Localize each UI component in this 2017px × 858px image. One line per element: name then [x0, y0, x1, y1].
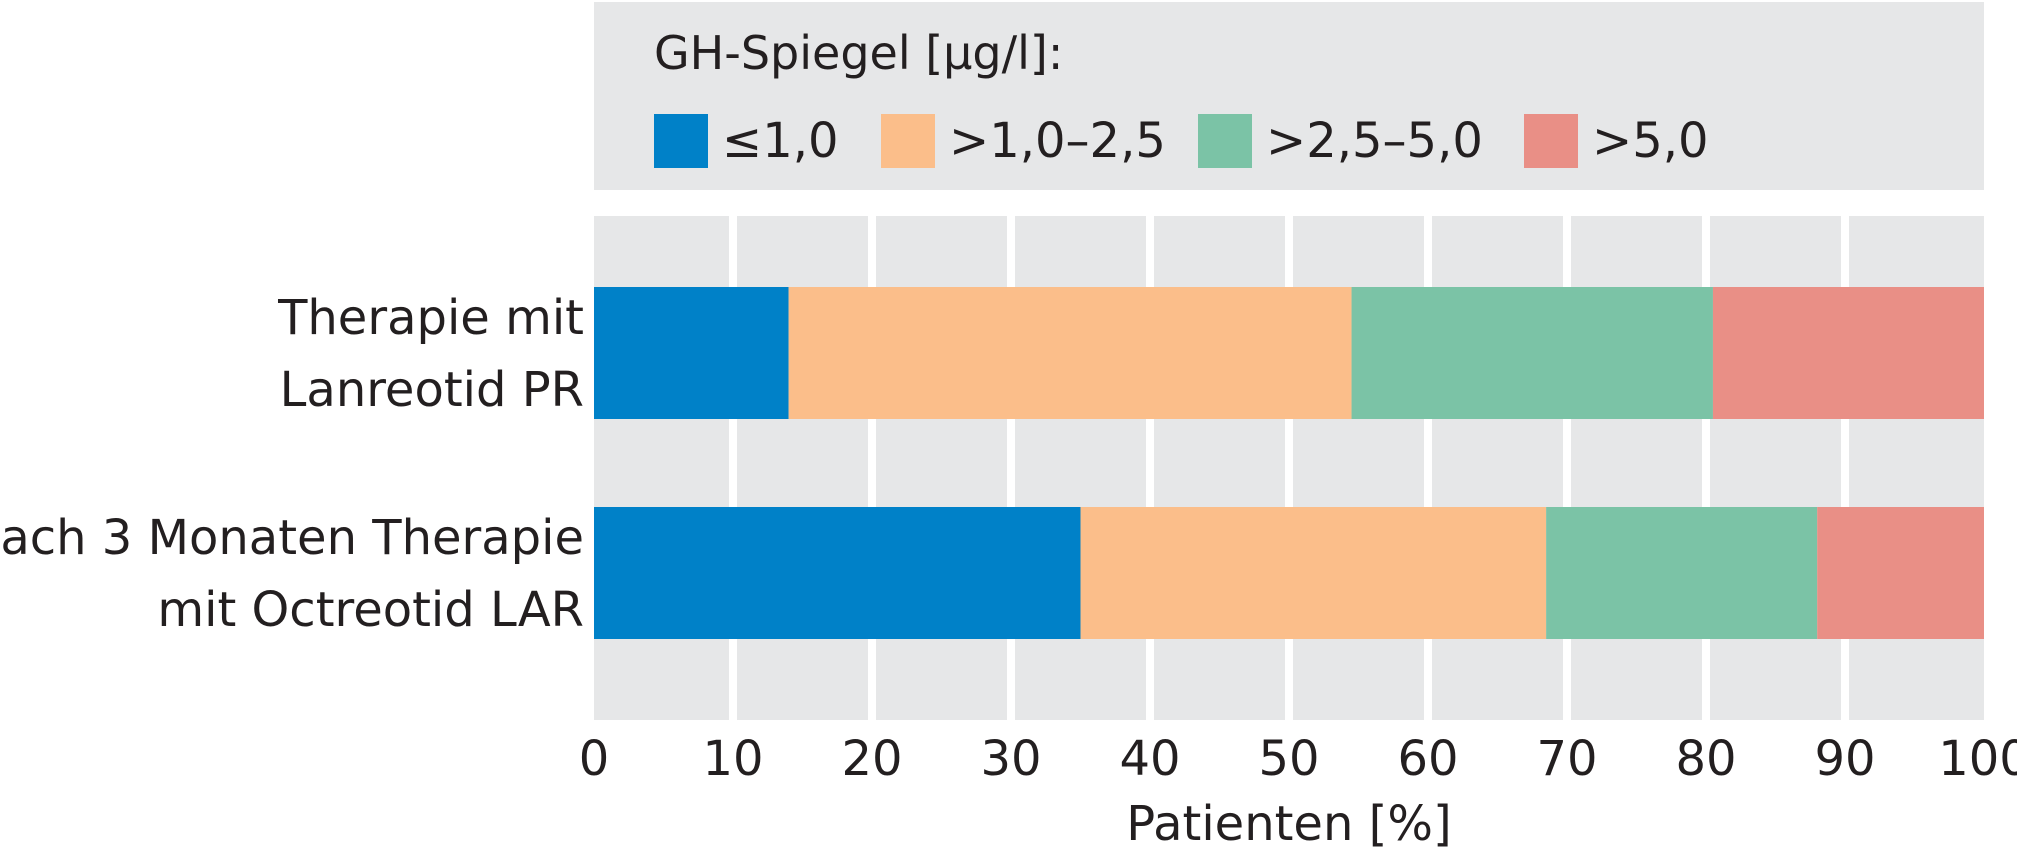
legend-item-gt-5: >5,0 — [1524, 114, 1709, 168]
category-label: Nach 3 Monaten Therapie — [0, 510, 584, 566]
x-tick-label: 100 — [1938, 731, 2017, 787]
bar-segment-0-3 — [1712, 287, 1984, 419]
x-tick-label: 30 — [980, 731, 1041, 787]
bar-segment-0-1 — [788, 287, 1352, 419]
legend-label: ≤1,0 — [722, 113, 839, 169]
x-tick-label: 80 — [1675, 731, 1736, 787]
x-axis-label: Patienten [%] — [1126, 796, 1451, 852]
x-tick-label: 90 — [1814, 731, 1875, 787]
legend-title: GH-Spiegel [µg/l]: — [654, 26, 1064, 80]
legend-label: >1,0–2,5 — [949, 113, 1166, 169]
x-tick-label: 70 — [1536, 731, 1597, 787]
bar-segment-1-1 — [1080, 507, 1547, 639]
x-tick-label: 0 — [579, 731, 610, 787]
bar-segment-0-0 — [594, 287, 789, 419]
legend: GH-Spiegel [µg/l]: ≤1,0 >1,0–2,5 >2,5–5,… — [594, 2, 1984, 190]
legend-label: >5,0 — [1592, 113, 1709, 169]
x-tick-label: 50 — [1258, 731, 1319, 787]
bar-segment-1-2 — [1546, 507, 1818, 639]
category-label: Therapie mit — [277, 290, 584, 346]
category-label: Lanreotid PR — [280, 362, 584, 418]
bar-segment-1-3 — [1817, 507, 1984, 639]
x-tick-label: 20 — [841, 731, 902, 787]
x-tick-label: 60 — [1397, 731, 1458, 787]
x-tick-label: 10 — [702, 731, 763, 787]
legend-label: >2,5–5,0 — [1266, 113, 1483, 169]
legend-swatch — [1198, 114, 1252, 168]
bar-segment-1-0 — [594, 507, 1081, 639]
legend-item-le-1: ≤1,0 — [654, 114, 839, 168]
legend-item-2-5-5: >2,5–5,0 — [1198, 114, 1483, 168]
legend-item-1-2-5: >1,0–2,5 — [881, 114, 1166, 168]
legend-swatch — [654, 114, 708, 168]
legend-swatch — [1524, 114, 1578, 168]
x-tick-label: 40 — [1119, 731, 1180, 787]
category-label: mit Octreotid LAR — [157, 582, 584, 638]
legend-swatch — [881, 114, 935, 168]
bar-segment-0-2 — [1351, 287, 1713, 419]
